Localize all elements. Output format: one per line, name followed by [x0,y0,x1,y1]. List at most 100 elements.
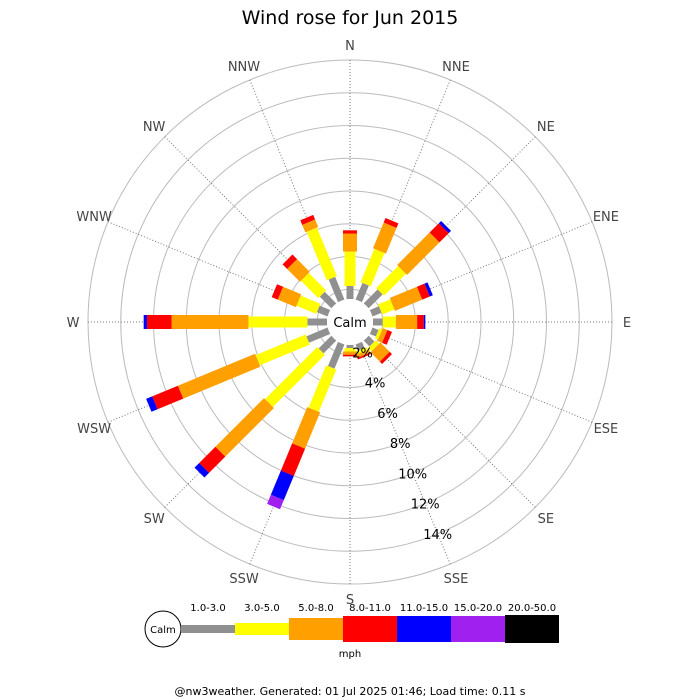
bar-segment-ne-8.0-11.0 [429,223,449,243]
bar-segment-sse-3.0-5.0 [356,347,368,355]
bar-segment-n-5.0-8.0 [343,233,357,252]
bar-segment-e-11.0-15.0 [423,315,426,329]
bar-segment-s-3.0-5.0 [344,348,356,352]
bar-segment-e-8.0-11.0 [417,315,424,329]
bar-segment-ne-5.0-8.0 [397,232,440,275]
bar-segment-wsw-3.0-5.0 [255,334,310,366]
legend-label: 15.0-20.0 [454,603,502,614]
legend-label: 8.0-11.0 [349,603,391,614]
bar-segment-nnw-3.0-5.0 [306,227,337,281]
grid-ring [120,92,580,552]
radial-tick-label: 4% [365,377,386,392]
bar-segment-n-3.0-5.0 [344,251,356,286]
legend-swatch-1.0-3.0 [181,625,235,633]
bar-segment-n-8.0-11.0 [343,230,357,234]
bar-segment-ne-1.0-3.0 [363,289,383,309]
bar-segment-se-1.0-3.0 [363,335,375,347]
direction-label-s: S [346,593,354,608]
bar-segment-nne-5.0-8.0 [372,222,397,254]
calm-label: Calm [333,316,366,331]
bar-segment-ssw-5.0-8.0 [292,407,321,449]
bar-segment-se-8.0-11.0 [379,351,393,365]
bar-wsw [146,327,331,412]
legend: Calm 1.0-3.0 3.0-5.0 5.0-8.0 8.0-11.0 11.0-15… [144,603,559,648]
bar-ene [369,282,433,317]
bar-w [143,315,328,329]
direction-label-sse: SSE [444,572,469,587]
bar-segment-w-8.0-11.0 [146,315,172,329]
bar-segment-nne-3.0-5.0 [360,248,385,287]
bar-se [363,335,393,365]
bar-n [343,230,357,300]
bar-segment-nnw-1.0-3.0 [328,276,345,303]
bar-segment-ssw-8.0-11.0 [280,443,306,476]
wind-bars [143,214,452,510]
bar-segment-nw-8.0-11.0 [282,254,298,270]
bar-segment-w-3.0-5.0 [248,316,308,328]
bar-sw [194,335,337,478]
bar-segment-nw-1.0-3.0 [319,291,337,309]
bar-wnw [271,284,331,317]
bar-sse [355,341,371,360]
bar-segment-e-1.0-3.0 [372,318,383,326]
bar-segment-ssw-15.0-20.0 [267,494,284,510]
bar-segment-sw-1.0-3.0 [318,335,337,354]
bar-segment-sw-8.0-11.0 [199,446,226,473]
bar-segment-wsw-1.0-3.0 [306,327,331,343]
bar-segment-ne-3.0-5.0 [376,266,406,296]
direction-label-ne: NE [537,120,555,135]
legend-label: 11.0-15.0 [400,603,448,614]
bar-segment-ese-3.0-5.0 [375,328,383,340]
bar-segment-s-5.0-8.0 [343,351,357,355]
bar-segment-nne-1.0-3.0 [355,282,369,303]
bar-s [343,344,357,357]
radial-tick-label: 8% [390,437,411,452]
bar-segment-e-5.0-8.0 [395,315,418,329]
direction-label-se: SE [538,512,554,527]
bar-segment-ene-5.0-8.0 [389,286,423,311]
direction-label-wnw: WNW [76,210,112,225]
bar-segment-ssw-1.0-3.0 [327,341,345,369]
direction-label-ese: ESE [594,422,619,437]
legend-label: 3.0-5.0 [244,603,279,614]
bar-segment-s-1.0-3.0 [346,344,354,349]
bar-segment-s-8.0-11.0 [343,354,357,357]
legend-label: 1.0-3.0 [190,603,225,614]
radial-tick-label: 14% [423,528,452,543]
bar-segment-wnw-8.0-11.0 [271,284,284,300]
bar-segment-ne-11.0-15.0 [438,220,452,234]
bar-segment-sse-8.0-11.0 [357,352,371,360]
legend-swatch-11.0-15.0 [397,616,451,642]
legend-calm-label: Calm [150,625,176,636]
bar-segment-ene-8.0-11.0 [416,283,430,300]
radial-tick-label: 6% [377,407,398,422]
bar-segment-ese-1.0-3.0 [369,327,379,337]
calm-circle: Calm [327,299,373,345]
bar-segment-sw-5.0-8.0 [215,398,274,457]
bar-ssw [267,341,345,510]
bar-segment-sw-3.0-5.0 [265,347,325,407]
direction-label-ene: ENE [593,210,619,225]
direction-label-wsw: WSW [77,422,111,437]
legend-label: 5.0-8.0 [298,603,333,614]
bar-segment-ene-1.0-3.0 [369,306,382,317]
direction-label-sw: SW [144,512,165,527]
bar-segment-ssw-11.0-15.0 [270,470,294,501]
footer-text: @nw3weather. Generated: 01 Jul 2025 01:4… [175,685,526,698]
bar-segment-sw-11.0-15.0 [194,462,210,478]
bar-segment-wsw-8.0-11.0 [152,385,184,410]
bar-segment-ssw-3.0-5.0 [308,365,337,412]
direction-label-w: W [67,316,80,331]
bar-segment-ene-3.0-5.0 [378,299,395,315]
bar-segment-wsw-11.0-15.0 [146,396,158,412]
radial-tick-label: 12% [411,498,440,513]
bar-segment-w-5.0-8.0 [171,315,249,329]
bar-segment-e-3.0-5.0 [382,316,396,328]
bar-segment-wnw-3.0-5.0 [296,295,321,314]
bar-segment-w-11.0-15.0 [143,315,147,329]
bar-segment-ese-5.0-8.0 [377,328,388,343]
direction-label-e: E [623,316,631,331]
bar-segment-nw-3.0-5.0 [300,272,327,299]
bar-ese [369,327,393,345]
